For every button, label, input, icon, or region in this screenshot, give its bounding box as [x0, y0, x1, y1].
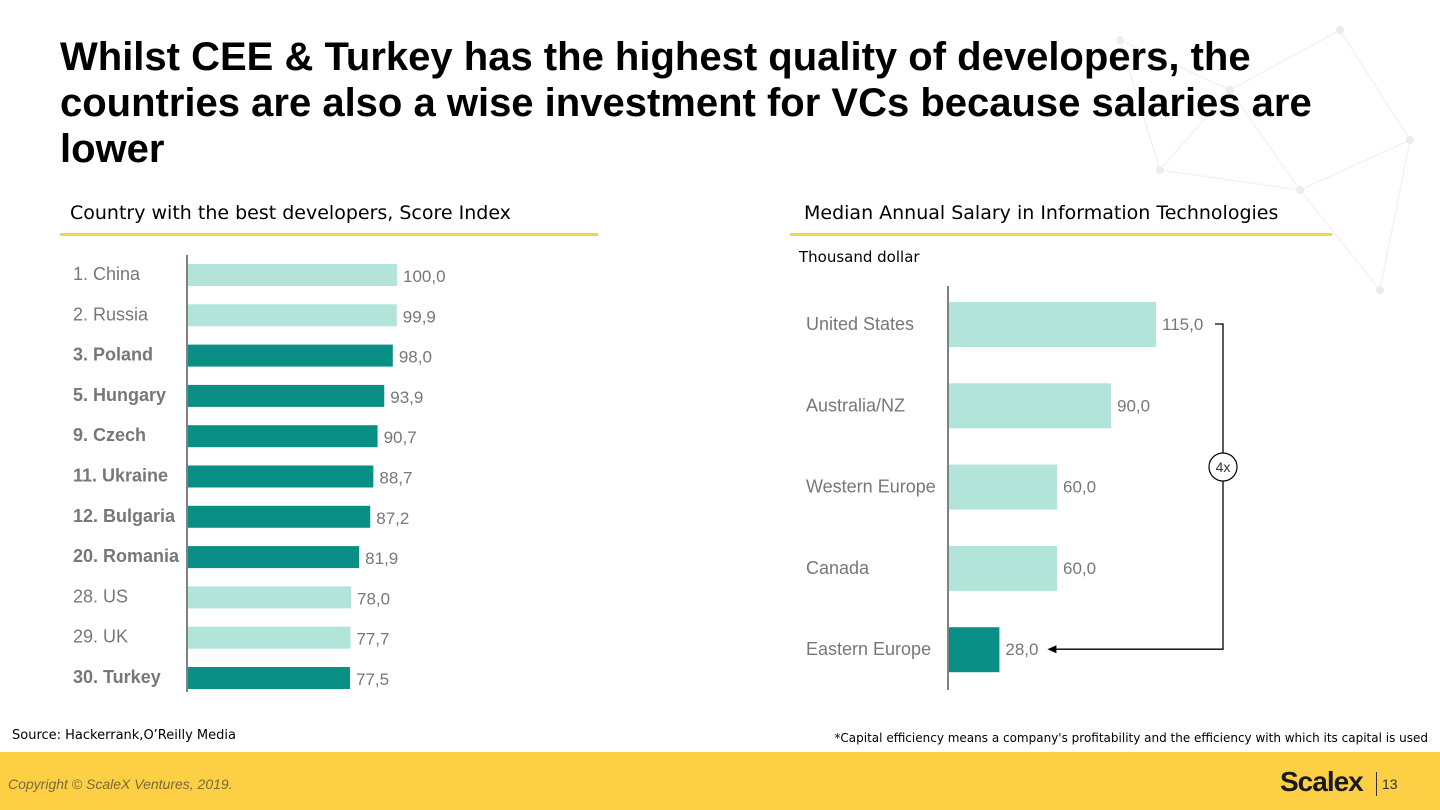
- right-category-label: Australia/NZ: [806, 395, 905, 415]
- developer-score-chart: 1. China 100,0 2. Russia 99,9 3. Poland 98,0 5…: [73, 255, 446, 692]
- left-category-label: 5. Hungary: [73, 385, 166, 405]
- left-category-label: 11. Ukraine: [73, 466, 168, 486]
- left-bar: [188, 384, 385, 407]
- left-bar: [188, 667, 350, 689]
- left-category-label: 28. US: [73, 586, 128, 606]
- left-bar: [188, 304, 397, 327]
- left-category-label: 30. Turkey: [73, 667, 161, 687]
- left-bar: [188, 344, 393, 367]
- right-category-label: Canada: [806, 558, 870, 578]
- left-bar: [188, 586, 352, 609]
- footnote: *Capital efficiency means a company's pr…: [834, 731, 1428, 745]
- left-category-label: 20. Romania: [73, 546, 180, 566]
- left-value-label: 77,5: [356, 670, 389, 689]
- left-bar: [188, 546, 360, 569]
- left-value-label: 90,7: [384, 428, 417, 447]
- right-category-label: Western Europe: [806, 477, 936, 497]
- left-bar: [188, 626, 351, 649]
- right-value-label: 115,0: [1162, 315, 1203, 334]
- left-bar: [188, 264, 397, 286]
- left-chart-title-underline: [60, 233, 598, 236]
- right-value-label: 28,0: [1005, 640, 1038, 659]
- bracket-arrowhead: [1047, 645, 1057, 654]
- left-category-label: 29. UK: [73, 627, 128, 647]
- right-bar: [949, 545, 1057, 591]
- right-chart-unit-label: Thousand dollar: [799, 248, 920, 266]
- slide-title: Whilst CEE & Turkey has the highest qual…: [60, 35, 1312, 171]
- right-category-label: United States: [806, 314, 914, 334]
- left-category-label: 1. China: [73, 264, 141, 284]
- left-value-label: 99,9: [403, 307, 436, 326]
- ratio-badge-label: 4x: [1216, 459, 1231, 475]
- left-category-label: 2. Russia: [73, 304, 149, 324]
- right-bar: [949, 464, 1057, 510]
- footer-bar: Copyright © ScaleX Ventures, 2019. Scale…: [0, 752, 1440, 810]
- left-value-label: 100,0: [403, 267, 446, 286]
- left-bar: [188, 505, 371, 528]
- left-value-label: 87,2: [376, 509, 409, 528]
- page-number: 13: [1382, 776, 1398, 792]
- left-category-label: 3. Poland: [73, 345, 153, 365]
- comparison-bracket: [1053, 323, 1224, 650]
- right-value-label: 90,0: [1117, 396, 1150, 415]
- source-note: Source: Hackerrank,O’Reilly Media: [12, 728, 236, 743]
- left-bar: [188, 465, 374, 488]
- right-bar: [949, 383, 1111, 429]
- right-bar: [949, 627, 1000, 673]
- right-value-label: 60,0: [1063, 559, 1096, 578]
- right-chart-title: Median Annual Salary in Information Tech…: [804, 202, 1279, 224]
- left-value-label: 81,9: [365, 549, 398, 568]
- left-category-label: 12. Bulgaria: [73, 506, 176, 526]
- right-bar: [949, 302, 1156, 347]
- right-value-label: 60,0: [1063, 478, 1096, 497]
- left-value-label: 98,0: [399, 348, 432, 367]
- left-chart-title: Country with the best developers, Score …: [70, 202, 511, 224]
- left-value-label: 88,7: [379, 469, 412, 488]
- right-chart-title-underline: [790, 233, 1332, 236]
- left-value-label: 77,7: [356, 630, 389, 649]
- copyright-text: Copyright © ScaleX Ventures, 2019.: [8, 776, 233, 792]
- scalex-logo: Scalex: [1280, 766, 1364, 797]
- left-bar: [188, 425, 378, 448]
- footer-divider: [1376, 772, 1377, 796]
- left-value-label: 93,9: [390, 388, 423, 407]
- left-value-label: 78,0: [357, 589, 390, 608]
- ratio-badge: [1208, 452, 1238, 482]
- left-category-label: 9. Czech: [73, 425, 146, 445]
- it-salary-chart: United States 115,0 Australia/NZ 90,0 Wester…: [806, 286, 1238, 690]
- right-category-label: Eastern Europe: [806, 639, 931, 659]
- background-network-pattern: [1116, 26, 1414, 294]
